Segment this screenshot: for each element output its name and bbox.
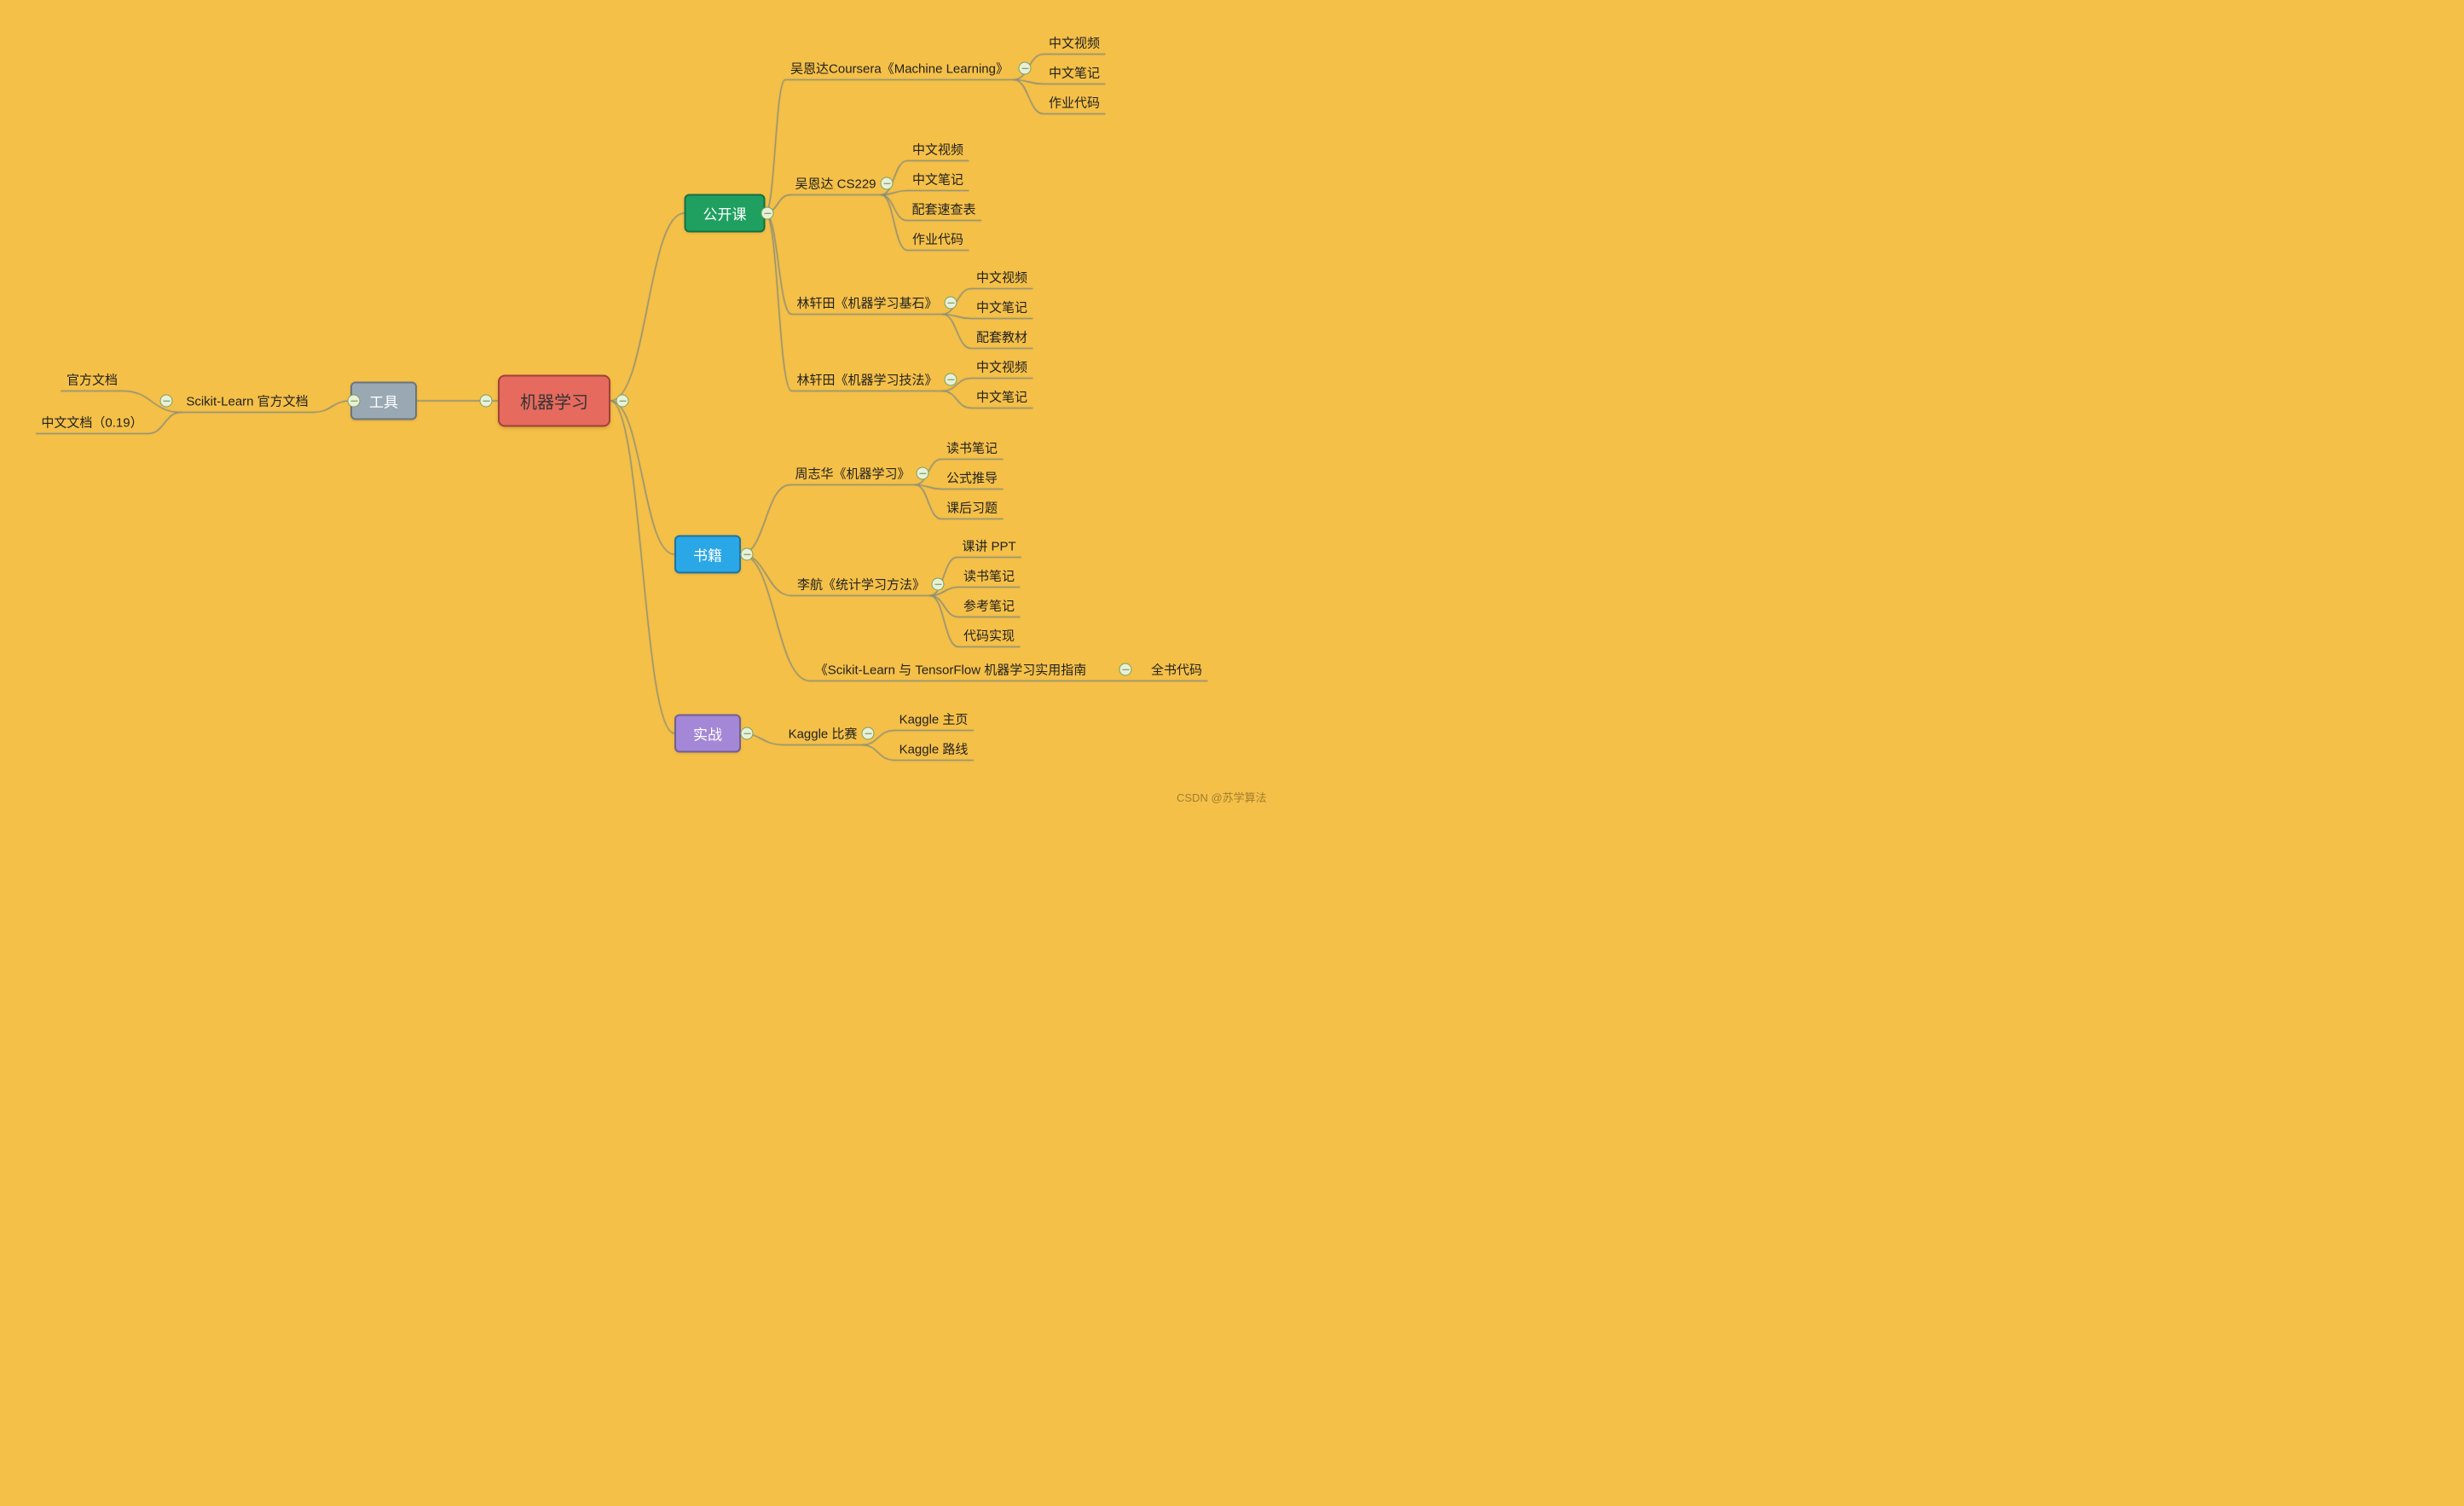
collapse-toggle[interactable]	[945, 297, 957, 310]
node-cs229-notes: 中文笔记	[907, 169, 969, 190]
node-cn-doc: 中文文档（0.19）	[36, 412, 147, 433]
node-label: 配套速查表	[911, 203, 975, 217]
node-st-code: 全书代码	[1146, 659, 1207, 681]
node-li-code: 代码实现	[958, 625, 1020, 646]
node-li-notes: 读书笔记	[958, 565, 1020, 587]
collapse-toggle[interactable]	[1119, 663, 1132, 676]
node-label: 周志华《机器学习》	[795, 467, 910, 482]
collapse-toggle[interactable]	[616, 395, 629, 408]
collapse-toggle[interactable]	[1019, 62, 1032, 75]
node-linf-text: 配套教材	[971, 327, 1032, 348]
node-sklearn-tf: 《Scikit-Learn 与 TensorFlow 机器学习实用指南	[810, 659, 1091, 681]
node-label: 中文视频	[976, 361, 1027, 375]
node-label: Scikit-Learn 官方文档	[186, 395, 308, 409]
node-label: 实战	[693, 727, 722, 744]
node-label: 中文笔记	[976, 301, 1027, 316]
node-ng-coursera: 吴恩达Coursera《Machine Learning》	[785, 58, 1014, 79]
node-zhou-ml: 周志华《机器学习》	[790, 463, 915, 484]
node-cs229-cheat: 配套速查表	[906, 199, 980, 220]
node-lint-notes: 中文笔记	[971, 386, 1032, 408]
node-label: 公式推导	[946, 472, 998, 486]
node-linf-video: 中文视频	[971, 267, 1032, 288]
node-label: 中文笔记	[976, 391, 1027, 405]
node-zhou-notes: 读书笔记	[941, 437, 1003, 459]
node-kaggle: Kaggle 比赛	[784, 723, 863, 744]
node-ngc-code: 作业代码	[1044, 92, 1105, 113]
node-zhou-ex: 课后习题	[941, 497, 1003, 518]
node-lin-technique: 林轩田《机器学习技法》	[791, 369, 942, 391]
node-label: 工具	[369, 395, 398, 411]
node-label: 读书笔记	[946, 442, 998, 456]
node-label: 林轩田《机器学习技法》	[796, 374, 937, 388]
node-books[interactable]: 书籍	[674, 536, 741, 574]
collapse-toggle[interactable]	[761, 207, 774, 220]
node-label: 林轩田《机器学习基石》	[796, 297, 937, 311]
node-label: 李航《统计学习方法》	[797, 578, 925, 593]
node-label: 读书笔记	[963, 570, 1015, 584]
node-label: 中文笔记	[912, 173, 963, 188]
node-label: 官方文档	[67, 374, 118, 388]
node-label: 作业代码	[912, 233, 963, 247]
node-label: 代码实现	[963, 629, 1015, 644]
collapse-toggle[interactable]	[881, 177, 894, 190]
node-label: 吴恩达 CS229	[795, 177, 876, 192]
node-ngc-notes: 中文笔记	[1044, 62, 1105, 84]
collapse-toggle[interactable]	[480, 395, 493, 408]
node-label: 作业代码	[1049, 96, 1100, 111]
node-label: 中文视频	[912, 143, 963, 158]
node-lin-foundation: 林轩田《机器学习基石》	[791, 293, 942, 314]
collapse-toggle[interactable]	[741, 548, 754, 561]
node-ngc-video: 中文视频	[1044, 32, 1105, 54]
node-cs229-video: 中文视频	[907, 139, 969, 160]
node-zhou-deriv: 公式推导	[941, 467, 1003, 489]
node-cs229-code: 作业代码	[907, 229, 969, 250]
node-ng-cs229: 吴恩达 CS229	[790, 173, 881, 194]
collapse-toggle[interactable]	[862, 727, 875, 740]
node-label: 吴恩达Coursera《Machine Learning》	[790, 62, 1009, 77]
node-official-doc: 官方文档	[61, 369, 123, 391]
node-label: 全书代码	[1151, 663, 1202, 678]
watermark: CSDN @苏学算法	[1177, 789, 1267, 805]
collapse-toggle[interactable]	[932, 578, 945, 591]
collapse-toggle[interactable]	[741, 727, 754, 740]
node-linf-notes: 中文笔记	[971, 297, 1032, 318]
node-label: 参考笔记	[963, 600, 1015, 614]
node-label: 课讲 PPT	[962, 540, 1015, 554]
node-k-home: Kaggle 主页	[894, 709, 974, 730]
collapse-toggle[interactable]	[917, 467, 929, 480]
node-label: Kaggle 路线	[899, 743, 969, 757]
node-li-ppt: 课讲 PPT	[957, 536, 1021, 557]
collapse-toggle[interactable]	[348, 395, 361, 408]
node-label: 中文文档（0.19）	[41, 416, 142, 431]
node-label: 书籍	[693, 548, 722, 565]
node-practice[interactable]: 实战	[674, 715, 741, 753]
node-lihang: 李航《统计学习方法》	[792, 574, 930, 595]
node-label: 中文视频	[976, 271, 1027, 286]
node-root[interactable]: 机器学习	[498, 375, 610, 427]
collapse-toggle[interactable]	[160, 395, 173, 408]
node-label: Kaggle 主页	[899, 713, 969, 727]
node-label: 配套教材	[976, 331, 1027, 345]
node-lint-video: 中文视频	[971, 356, 1032, 378]
node-label: 中文笔记	[1049, 67, 1100, 81]
node-label: 中文视频	[1049, 37, 1100, 51]
node-label: 课后习题	[946, 501, 998, 516]
node-label: 《Scikit-Learn 与 TensorFlow 机器学习实用指南	[815, 663, 1086, 678]
node-open-course[interactable]: 公开课	[685, 194, 766, 233]
node-label: 机器学习	[520, 394, 588, 413]
node-tools[interactable]: 工具	[350, 382, 417, 420]
node-label: 公开课	[703, 207, 747, 223]
node-k-route: Kaggle 路线	[894, 739, 974, 760]
collapse-toggle[interactable]	[945, 374, 957, 386]
node-li-ref: 参考笔记	[958, 595, 1020, 617]
node-scikit-official: Scikit-Learn 官方文档	[181, 391, 313, 412]
node-label: Kaggle 比赛	[789, 727, 858, 742]
